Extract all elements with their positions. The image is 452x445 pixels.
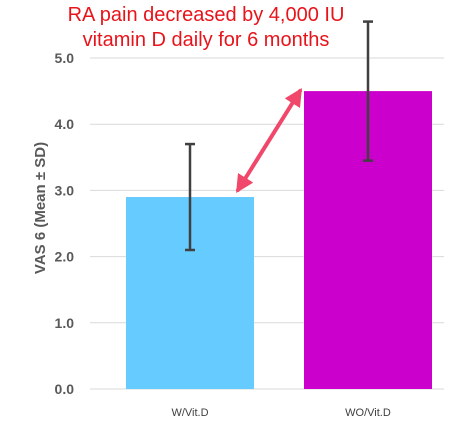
annotation: RA pain decreased by 4,000 IU vitamin D … (68, 4, 345, 194)
category-label: WO/Vit.D (345, 407, 391, 419)
y-tick-label: 0.0 (55, 381, 75, 397)
y-tick-labels: 0.0 1.0 2.0 3.0 4.0 5.0 (55, 50, 75, 397)
x-category-labels: W/Vit.D WO/Vit.D (171, 407, 390, 419)
annotation-arrow (236, 87, 302, 194)
annotation-line-1: RA pain decreased by 4,000 IU (68, 4, 345, 26)
y-tick-label: 3.0 (55, 182, 75, 198)
annotation-line-2: vitamin D daily for 6 months (83, 29, 330, 51)
y-tick-label: 5.0 (55, 50, 75, 66)
category-label: W/Vit.D (171, 407, 208, 419)
bars (126, 91, 432, 389)
y-tick-label: 1.0 (55, 315, 75, 331)
error-bars (185, 20, 373, 252)
y-tick-label: 2.0 (55, 249, 75, 265)
y-axis-title: VAS 6 (Mean ± SD) (32, 142, 49, 274)
y-tick-label: 4.0 (55, 116, 75, 132)
